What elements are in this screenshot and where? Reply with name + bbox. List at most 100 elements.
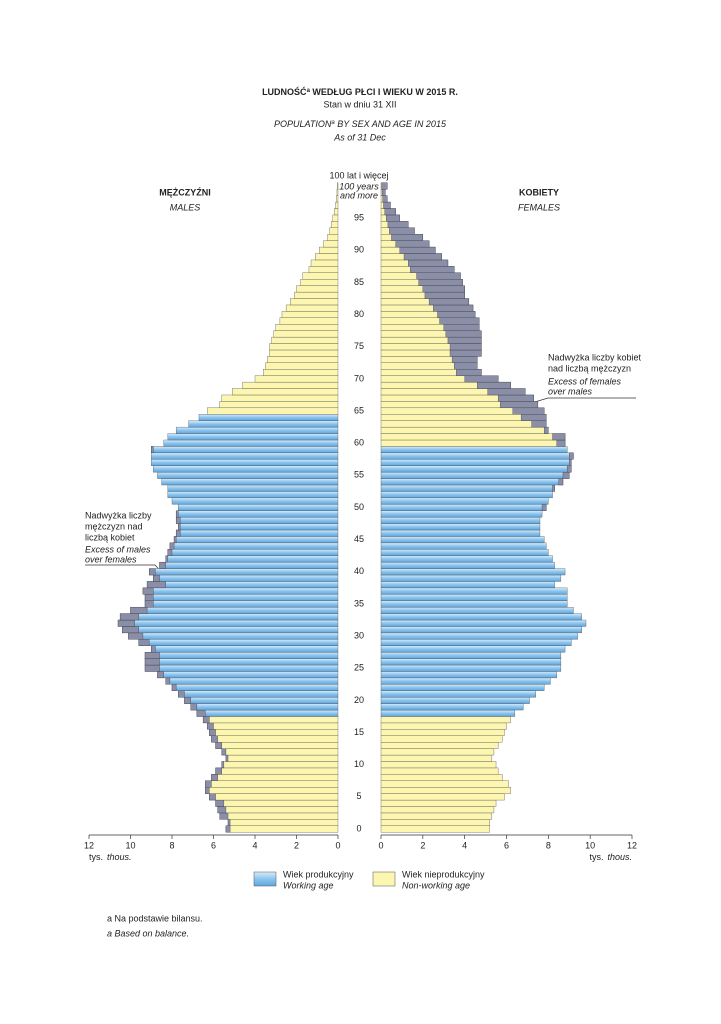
bar xyxy=(380,497,549,505)
y-tick-label: 95 xyxy=(354,213,364,223)
bar xyxy=(221,394,339,402)
bar xyxy=(308,266,339,273)
excess-bar xyxy=(566,465,572,473)
excess-bar xyxy=(217,806,227,814)
bar xyxy=(380,484,555,492)
excess-bar xyxy=(207,722,214,730)
bar xyxy=(380,799,497,807)
annotation: Excess of females xyxy=(548,376,622,386)
bar xyxy=(175,516,339,524)
bar xyxy=(144,594,339,601)
bar xyxy=(165,555,339,563)
legend-swatch xyxy=(372,871,396,887)
bar xyxy=(380,729,505,736)
title-pl-part: LUDNOŚĆ xyxy=(262,86,307,97)
excess-bar xyxy=(202,716,210,724)
bar xyxy=(184,697,339,704)
y-tick-label: 80 xyxy=(354,309,364,319)
annotation: Excess of males xyxy=(85,544,151,554)
excess-bar xyxy=(437,311,476,318)
excess-bar xyxy=(433,304,474,312)
bar xyxy=(380,806,495,814)
bar xyxy=(167,484,339,492)
males-heading: MĘŻCZYŹNI xyxy=(159,187,211,197)
bar xyxy=(273,330,339,338)
bar xyxy=(130,606,339,614)
annotation: over males xyxy=(548,386,593,396)
annotation: over females xyxy=(85,554,137,564)
excess-bar xyxy=(146,581,166,589)
x-tick-label: 0 xyxy=(378,840,383,850)
bar xyxy=(151,645,339,653)
excess-bar xyxy=(381,189,386,196)
bar xyxy=(380,632,578,640)
excess-bar xyxy=(381,182,388,190)
excess-bar xyxy=(520,414,547,421)
unit-left: tys. thous. xyxy=(89,852,132,862)
excess-bar xyxy=(569,459,572,466)
y-tick-label: 100 lat i więcej xyxy=(329,170,388,180)
bar xyxy=(242,381,339,389)
bar xyxy=(205,787,339,794)
excess-bar xyxy=(512,407,545,415)
excess-bar xyxy=(383,201,391,209)
y-tick-label: 5 xyxy=(356,791,361,801)
bar xyxy=(380,504,547,511)
x-tick-label: 10 xyxy=(125,840,135,850)
bar xyxy=(380,459,572,466)
y-tick-label: 40 xyxy=(354,566,364,576)
bar xyxy=(380,516,541,524)
bar xyxy=(267,356,339,363)
bar xyxy=(380,568,566,576)
excess-bar xyxy=(178,690,185,698)
bar xyxy=(167,433,339,441)
subtitle-en: As of 31 Dec xyxy=(333,132,386,142)
subtitle-pl: Stan w dniu 31 XII xyxy=(323,99,396,109)
bar xyxy=(380,722,507,730)
excess-bar xyxy=(531,420,547,428)
excess-bar xyxy=(558,478,564,486)
bar xyxy=(380,761,497,769)
bar xyxy=(173,536,339,544)
bar xyxy=(380,529,541,537)
footnote: a Na podstawie bilansu. xyxy=(107,913,203,923)
bar xyxy=(175,510,339,518)
excess-bar xyxy=(215,767,222,775)
bar xyxy=(380,581,555,589)
excess-bar xyxy=(569,452,574,460)
excess-bar xyxy=(451,356,478,363)
excess-bar xyxy=(144,594,154,601)
bar xyxy=(215,742,339,749)
bar xyxy=(380,742,499,749)
excess-bar xyxy=(169,542,175,550)
bar xyxy=(319,246,339,254)
bar xyxy=(217,806,339,814)
bar xyxy=(380,767,499,775)
bar xyxy=(335,201,339,209)
bar xyxy=(314,253,339,261)
bar xyxy=(190,703,339,711)
x-tick-label: 6 xyxy=(211,840,216,850)
bar xyxy=(380,664,562,672)
title-en: POPULATIONa BY SEX AND AGE IN 2015 xyxy=(274,119,447,129)
bar xyxy=(380,677,551,685)
y-tick-label: 50 xyxy=(354,502,364,512)
bar xyxy=(227,819,339,826)
excess-bar xyxy=(454,362,478,370)
bar xyxy=(221,748,339,756)
bar xyxy=(327,234,339,241)
bar xyxy=(380,549,549,556)
bar xyxy=(221,761,339,769)
excess-bar xyxy=(445,330,482,338)
bar xyxy=(380,600,568,608)
excess-bar xyxy=(552,484,555,492)
title-mark: a xyxy=(307,88,311,94)
legend-swatch xyxy=(253,871,277,887)
bar xyxy=(380,613,582,621)
bar xyxy=(380,697,530,704)
bar xyxy=(225,825,339,833)
bar xyxy=(336,182,339,190)
bar xyxy=(188,420,339,428)
bar xyxy=(380,587,568,595)
